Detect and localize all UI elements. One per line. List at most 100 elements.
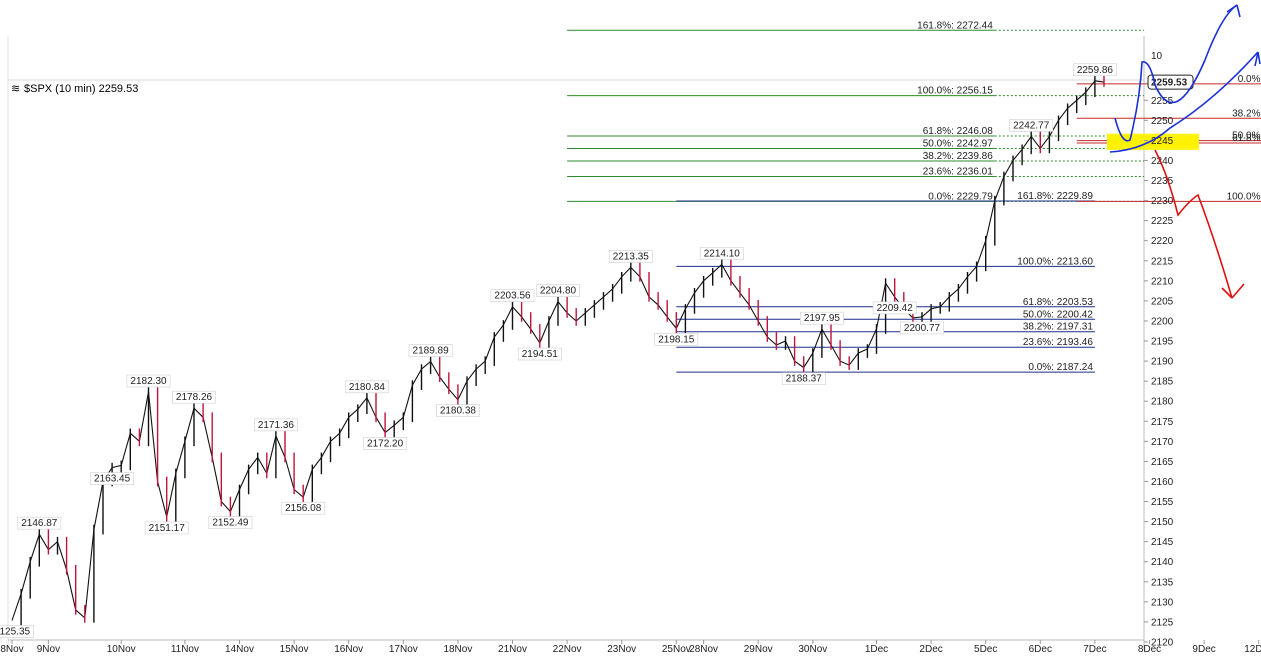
x-tick-label: 25Nov [662,644,691,655]
price-label-box [872,301,917,315]
price-label: 2172.20 [367,439,404,450]
x-tick-label: 28Nov [689,644,718,655]
fib-level-label: 100.0%: 2229.79 [1227,191,1261,202]
y-tick-label: 2215 [1151,256,1174,267]
fib-level-label: 0.0%: 2259.07 [1238,74,1261,85]
fib-level-label: 23.6%: 2193.46 [1023,337,1093,348]
y-tick-label: 2205 [1151,296,1174,307]
price-label-box [654,333,699,346]
fib-level-label: 23.6%: 2236.01 [923,166,993,177]
price-label-box [90,472,135,485]
price-label: 2163.45 [94,474,131,485]
x-tick-label: 16Nov [334,644,363,655]
x-tick-label: 8Dec [1138,644,1161,655]
price-label-box [799,311,844,325]
price-label-box [900,321,944,335]
price-label-box [126,374,171,388]
fib-level-label: 161.8%: 2272.44 [917,20,993,31]
y-tick-label: 2190 [1151,357,1174,368]
chart-header-icon: ≋ [11,83,20,95]
last-price-label: 2259.53 [1151,78,1188,89]
x-tick-label: 2Dec [919,644,942,655]
price-label: 2125.35 [0,627,31,638]
y-tick-label: 2150 [1151,517,1174,528]
price-labels: 2125.35 2146.87 2163.45 2182.30 2151.17 2178.… [0,63,1117,638]
fib-level-label: 50.0%: 2200.42 [1023,309,1093,320]
x-tick-label: 15Nov [280,644,309,655]
fib-level-label: 38.2%: 2197.31 [1023,322,1093,333]
price-label-box [208,516,253,529]
y-tick-label: 2130 [1151,597,1174,608]
x-tick-label: 9Nov [37,644,60,655]
y-tick-label: 2220 [1151,236,1174,247]
y-tick-label: 2195 [1151,337,1174,348]
price-label-box [172,390,216,404]
price-label: 2146.87 [21,518,58,529]
price-bars [11,75,1105,626]
price-label: 2171.36 [258,420,295,431]
bullish-arrowhead-2 [1254,51,1261,67]
price-label: 2182.30 [130,376,167,387]
fib-level-label: 0.0%: 2229.79 [928,191,993,202]
y-tick-label: 2135 [1151,577,1174,588]
price-label: 2204.80 [540,286,577,297]
y-tick-label: 2210 [1151,276,1174,287]
price-label: 2213.35 [613,251,650,262]
y-tick-label: 2240 [1151,156,1174,167]
price-label-box [536,284,580,297]
y-tick-label: 2120 [1151,637,1174,648]
price-label-box [408,344,453,357]
price-label: 2151.17 [149,523,186,534]
price-label-box [699,247,744,260]
y-tick-label: 2125 [1151,617,1174,628]
x-tick-label: 1Dec [865,644,888,655]
price-label: 2188.37 [786,374,823,385]
y-tick-label: 2255 [1151,96,1174,107]
price-label-box [344,380,389,394]
y-tick-label: 2170 [1151,437,1174,448]
price-label-box [1009,119,1054,132]
price-label: 2203.56 [494,291,531,302]
price-label-box [1073,63,1117,77]
price-label: 2198.15 [658,334,695,345]
bullish-projection-1 [1114,4,1238,142]
price-label: 2180.84 [349,382,386,393]
chart-header: ≋ $SPX (10 min) 2259.53 [11,83,138,95]
fib-level-label: 38.2%: 2239.86 [923,151,993,162]
price-label-box [435,404,480,417]
y-tick-label: 2245 [1151,136,1174,147]
price-label: 2178.26 [176,392,213,403]
price-label-box [608,250,653,263]
x-tick-label: 14Nov [225,644,254,655]
x-tick-label: 17Nov [389,644,418,655]
y-tick-label: 2165 [1151,457,1174,468]
bullish-arrowhead-1 [1226,4,1241,18]
y-tick-label: 2155 [1151,497,1174,508]
x-tick-label: 8Nov [0,644,23,655]
y-tick-label: 10 [1151,51,1163,62]
price-label: 2214.10 [704,248,741,259]
price-label-box [781,372,826,385]
bullish-projection-2 [1109,51,1259,153]
fib-level-label: 61.8%: 2244.36 [1232,133,1261,144]
y-tick-label: 2250 [1151,116,1174,127]
y-tick-label: 2235 [1151,176,1174,187]
fib-level-label: 100.0%: 2213.60 [1017,256,1093,267]
x-tick-label: 22Nov [553,644,582,655]
y-tick-label: 2160 [1151,477,1174,488]
fib-level-label: 100.0%: 2256.15 [917,86,993,97]
price-label: 2180.38 [440,406,477,417]
y-tick-label: 2225 [1151,216,1174,227]
x-tick-label: 9Dec [1192,644,1215,655]
price-label: 2194.51 [522,349,559,360]
x-tick-label: 29Nov [744,644,773,655]
x-tick-label: 21Nov [498,644,527,655]
price-label-box [17,516,62,530]
x-tick-label: 5Dec [974,644,997,655]
price-label: 2200.77 [904,323,941,334]
price-label: 2197.95 [804,313,841,324]
price-label-box [281,501,326,515]
x-tick-label: 7Dec [1083,644,1106,655]
